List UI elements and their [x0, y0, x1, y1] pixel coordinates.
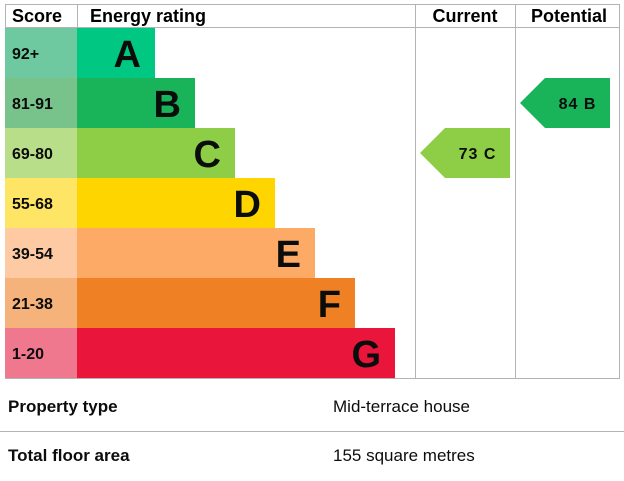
score-label-e: 39-54 — [12, 246, 53, 263]
band-bar-a — [77, 28, 155, 78]
band-bar-c — [77, 128, 235, 178]
current-header: Current — [432, 6, 497, 26]
energy-rating-chart: Score Energy rating Current Potential 92… — [5, 4, 620, 379]
score-cell-b — [5, 78, 77, 128]
score-label-g: 1-20 — [12, 346, 44, 363]
property-type-label: Property type — [8, 397, 118, 416]
floor-area-label: Total floor area — [8, 446, 130, 465]
potential-header: Potential — [531, 6, 607, 26]
score-cell-e — [5, 228, 77, 278]
current-rating-label: 73 C — [459, 146, 497, 163]
band-letter-a: A — [114, 34, 141, 76]
score-cell-f — [5, 278, 77, 328]
score-label-b: 81-91 — [12, 96, 53, 113]
score-header: Score — [12, 6, 62, 26]
band-letter-d: D — [234, 184, 261, 226]
band-letter-e: E — [276, 234, 301, 276]
property-type-row: Property type Mid-terrace house — [0, 383, 624, 431]
band-bar-g — [77, 328, 395, 378]
potential-arrow — [520, 78, 610, 128]
band-bar-b — [77, 78, 195, 128]
score-cell-c — [5, 128, 77, 178]
score-label-c: 69-80 — [12, 146, 53, 163]
band-letter-c: C — [194, 134, 221, 176]
floor-area-row: Total floor area 155 square metres — [0, 431, 624, 479]
band-bar-f — [77, 278, 355, 328]
band-bar-d — [77, 178, 275, 228]
band-letter-b: B — [154, 84, 181, 126]
band-letter-g: G — [351, 334, 381, 376]
score-label-a: 92+ — [12, 46, 39, 63]
potential-rating-label: 84 B — [559, 96, 597, 113]
chart-grid — [5, 4, 620, 379]
score-label-d: 55-68 — [12, 196, 53, 213]
band-letter-f: F — [318, 284, 341, 326]
rating-arrows: 73 C 84 B — [420, 78, 610, 178]
score-label-f: 21-38 — [12, 296, 53, 313]
energy-rating-header: Energy rating — [90, 6, 206, 26]
property-type-value: Mid-terrace house — [333, 397, 471, 416]
band-bar-e — [77, 228, 315, 278]
rating-bands: 92+ A 81-91 B 69-80 C 55-68 D 39-54 E 21-38 F 1-20 G — [5, 28, 395, 378]
current-arrow — [420, 128, 510, 178]
floor-area-value: 155 square metres — [333, 446, 475, 465]
score-cell-d — [5, 178, 77, 228]
property-details: Property type Mid-terrace house Total fl… — [0, 383, 624, 479]
score-cell-a — [5, 28, 77, 78]
score-cell-g — [5, 328, 77, 378]
